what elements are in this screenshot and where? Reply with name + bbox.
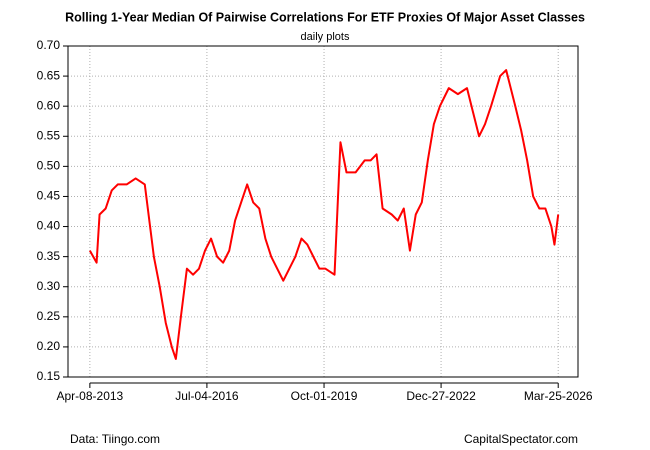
y-tick-label: 0.70 bbox=[37, 38, 61, 52]
y-tick-label: 0.20 bbox=[37, 339, 61, 353]
source: Data: Tiingo.com bbox=[70, 432, 160, 446]
x-tick-label: Apr-08-2013 bbox=[57, 389, 124, 403]
y-tick-label: 0.25 bbox=[37, 309, 61, 323]
chart-title: Rolling 1-Year Median Of Pairwise Correl… bbox=[65, 10, 585, 24]
x-tick-label: Oct-01-2019 bbox=[291, 389, 358, 403]
y-tick-label: 0.60 bbox=[37, 98, 61, 112]
y-tick-label: 0.40 bbox=[37, 219, 61, 233]
y-tick-label: 0.35 bbox=[37, 249, 61, 263]
y-tick-label: 0.45 bbox=[37, 189, 61, 203]
x-tick-label: Jul-04-2016 bbox=[175, 389, 239, 403]
line-series bbox=[88, 69, 560, 360]
credit: CapitalSpectator.com bbox=[464, 432, 578, 446]
y-tick-label: 0.65 bbox=[37, 68, 61, 82]
y-tick-label: 0.15 bbox=[37, 369, 61, 383]
chart-subtitle: daily plots bbox=[301, 31, 350, 43]
y-tick-label: 0.50 bbox=[37, 159, 61, 173]
x-tick-label: Mar-25-2026 bbox=[524, 389, 593, 403]
y-tick-label: 0.55 bbox=[37, 128, 61, 142]
y-tick-label: 0.30 bbox=[37, 279, 61, 293]
x-tick-label: Dec-27-2022 bbox=[406, 389, 476, 403]
plot-frame bbox=[67, 45, 579, 378]
